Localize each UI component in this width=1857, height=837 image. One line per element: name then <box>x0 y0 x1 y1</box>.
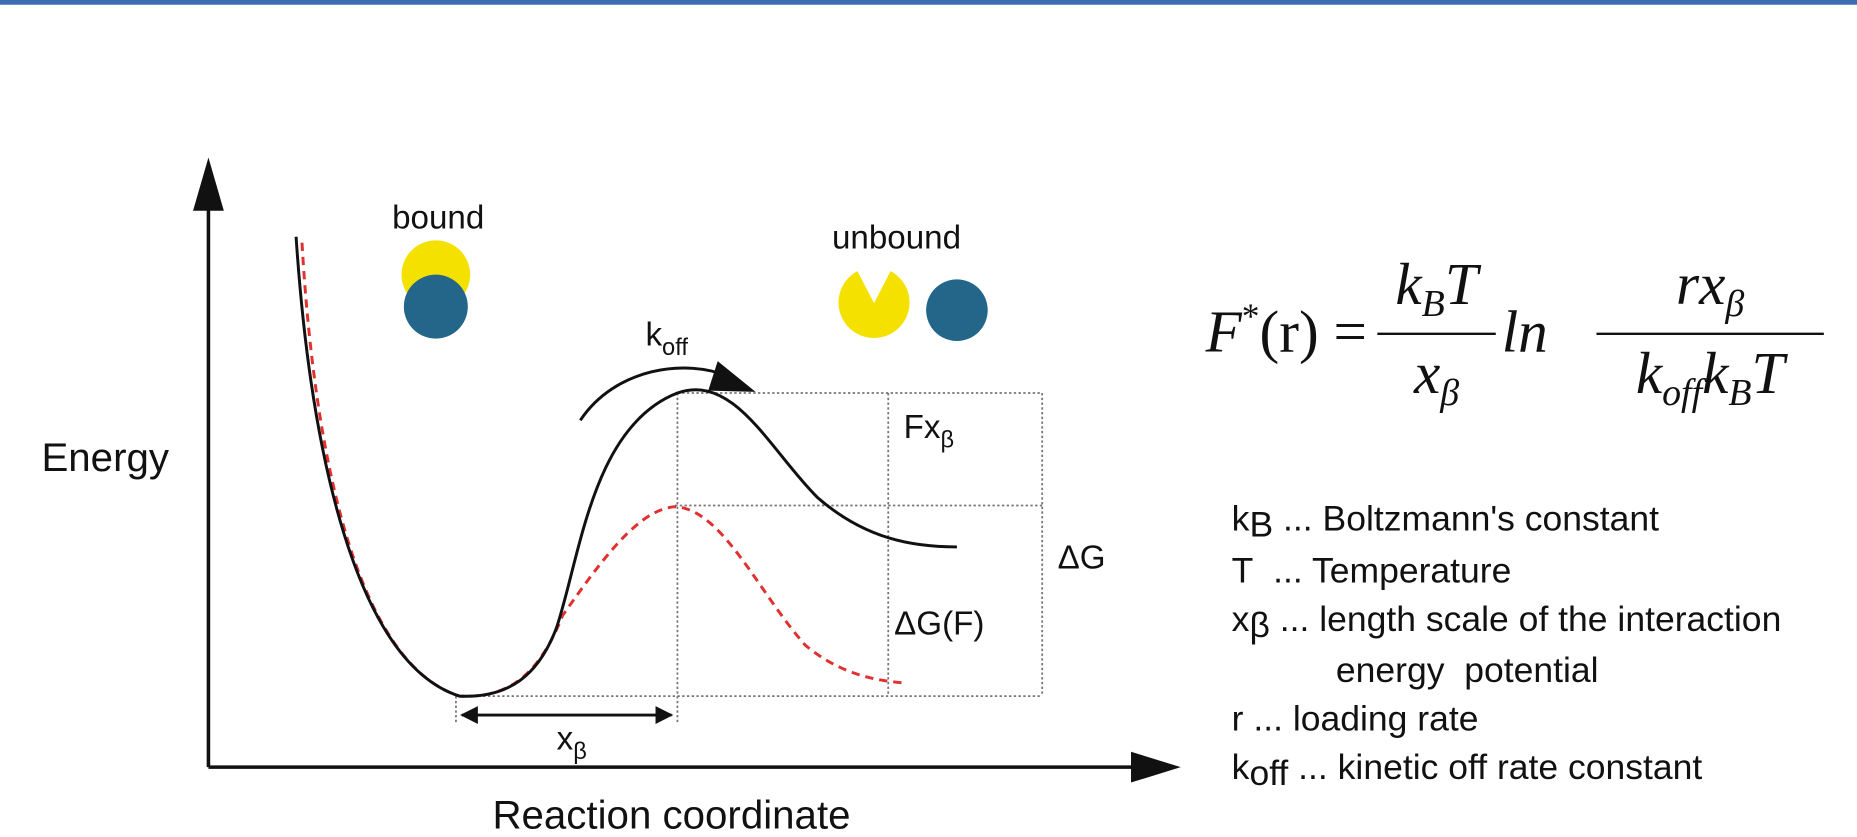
sub: off <box>1662 372 1706 414</box>
label: Fxβ <box>904 409 954 453</box>
legend-item: r ... loading rate <box>1232 698 1479 738</box>
text: ... kinetic off rate constant <box>1288 747 1702 787</box>
slide: bound unbound koff Energy Reaction coord… <box>0 0 1857 837</box>
sub: β <box>1249 605 1269 645</box>
legend-item: energy potential <box>1336 650 1599 690</box>
symbol: k <box>1702 340 1730 406</box>
sub: off <box>1249 753 1288 793</box>
sub: B <box>1249 504 1273 544</box>
label: unbound <box>832 220 961 257</box>
symbol: x <box>1232 599 1250 639</box>
label: ΔG <box>1058 539 1106 576</box>
symbol: k <box>1395 251 1423 317</box>
symbol: x <box>1413 340 1440 406</box>
legend: kB ... Boltzmann's constant T ... Temper… <box>1232 498 1782 793</box>
text: ... Boltzmann's constant <box>1273 498 1659 538</box>
symbol: k <box>1232 747 1250 787</box>
numerator: rxβ <box>1676 251 1744 325</box>
symbol: k <box>1232 498 1250 538</box>
text: ... Temperature <box>1253 550 1511 590</box>
label-base: Fx <box>904 409 941 446</box>
symbol: k <box>1636 340 1664 406</box>
y-arrow <box>193 157 224 210</box>
symbol: T <box>1752 340 1789 406</box>
receptor-icon <box>926 279 988 341</box>
axis-title: Reaction coordinate <box>492 793 850 837</box>
symbol: (r) = <box>1260 299 1367 365</box>
axis-title: Energy <box>41 435 169 480</box>
denominator: xβ <box>1413 340 1459 414</box>
legend-item: xβ ... length scale of the interaction <box>1232 599 1782 645</box>
x-arrow <box>1131 752 1181 783</box>
legend-item: kB ... Boltzmann's constant <box>1232 498 1659 544</box>
symbol: r <box>1232 698 1244 738</box>
legend-item: T ... Temperature <box>1232 550 1512 590</box>
symbol: T <box>1232 550 1254 590</box>
text: ... loading rate <box>1244 698 1479 738</box>
text: ... length scale of the interaction <box>1270 599 1781 639</box>
label: ΔG(F) <box>894 606 984 643</box>
label-base: x <box>557 720 574 757</box>
label-sub: β <box>573 739 587 765</box>
koff-arc <box>580 368 728 420</box>
label: xβ <box>557 720 587 764</box>
label: koff <box>645 317 688 361</box>
symbol: rx <box>1676 251 1725 317</box>
koff-arrowhead <box>708 361 755 392</box>
receptor-icon <box>404 275 468 339</box>
sub: β <box>1439 372 1459 414</box>
label-sub: β <box>940 428 954 454</box>
symbol: F <box>1205 299 1243 365</box>
symbol: T <box>1445 251 1482 317</box>
label-base: k <box>645 317 662 354</box>
sub: β <box>1724 283 1744 325</box>
header-bar <box>0 0 1857 5</box>
sub: B <box>1728 372 1751 414</box>
sup: * <box>1242 296 1260 336</box>
label: bound <box>392 199 484 236</box>
guides <box>456 393 1042 724</box>
formula-lhs: F*(r) = <box>1205 296 1367 365</box>
legend-item: koff ... kinetic off rate constant <box>1232 747 1703 793</box>
numerator: kBT <box>1395 251 1481 325</box>
sub: B <box>1422 283 1445 325</box>
label-sub: off <box>662 335 688 361</box>
denominator: koffkBT <box>1636 340 1789 414</box>
ligand-icon <box>838 271 909 338</box>
ln: ln <box>1502 299 1548 365</box>
